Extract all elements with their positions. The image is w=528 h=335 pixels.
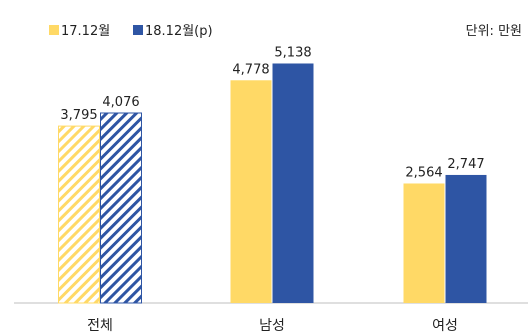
unit-label: 단위: 만원	[466, 24, 522, 39]
value-label-1-2: 4,778	[232, 62, 269, 77]
bars-group	[58, 63, 487, 304]
bar-1-1	[58, 125, 100, 304]
value-label-2-2: 5,138	[274, 45, 311, 60]
value-label-1-3: 2,564	[405, 165, 442, 180]
category-label-3: 여성	[432, 318, 458, 334]
legend-label-series-2: 18.12월(p)	[145, 24, 213, 39]
legend-swatch-series-1	[49, 25, 59, 35]
value-label-2-3: 2,747	[447, 157, 484, 172]
value-labels-group: 3,795 4,076 4,778 5,138 2,564 2,747	[60, 45, 484, 180]
category-labels-group: 전체 남성 여성	[87, 318, 458, 334]
value-label-2-1: 4,076	[102, 95, 139, 110]
bar-2-1	[100, 112, 142, 304]
legend-label-series-1: 17.12월	[61, 24, 110, 39]
legend-swatch-series-2	[133, 25, 143, 35]
bar-1-2	[230, 80, 272, 303]
category-label-1: 전체	[87, 318, 113, 334]
bar-1-3	[403, 183, 445, 303]
bar-2-3	[445, 174, 487, 303]
category-label-2: 남성	[259, 318, 285, 334]
value-label-1-1: 3,795	[60, 108, 97, 123]
legend: 17.12월 18.12월(p)	[49, 24, 213, 39]
bar-2-2	[272, 63, 314, 303]
